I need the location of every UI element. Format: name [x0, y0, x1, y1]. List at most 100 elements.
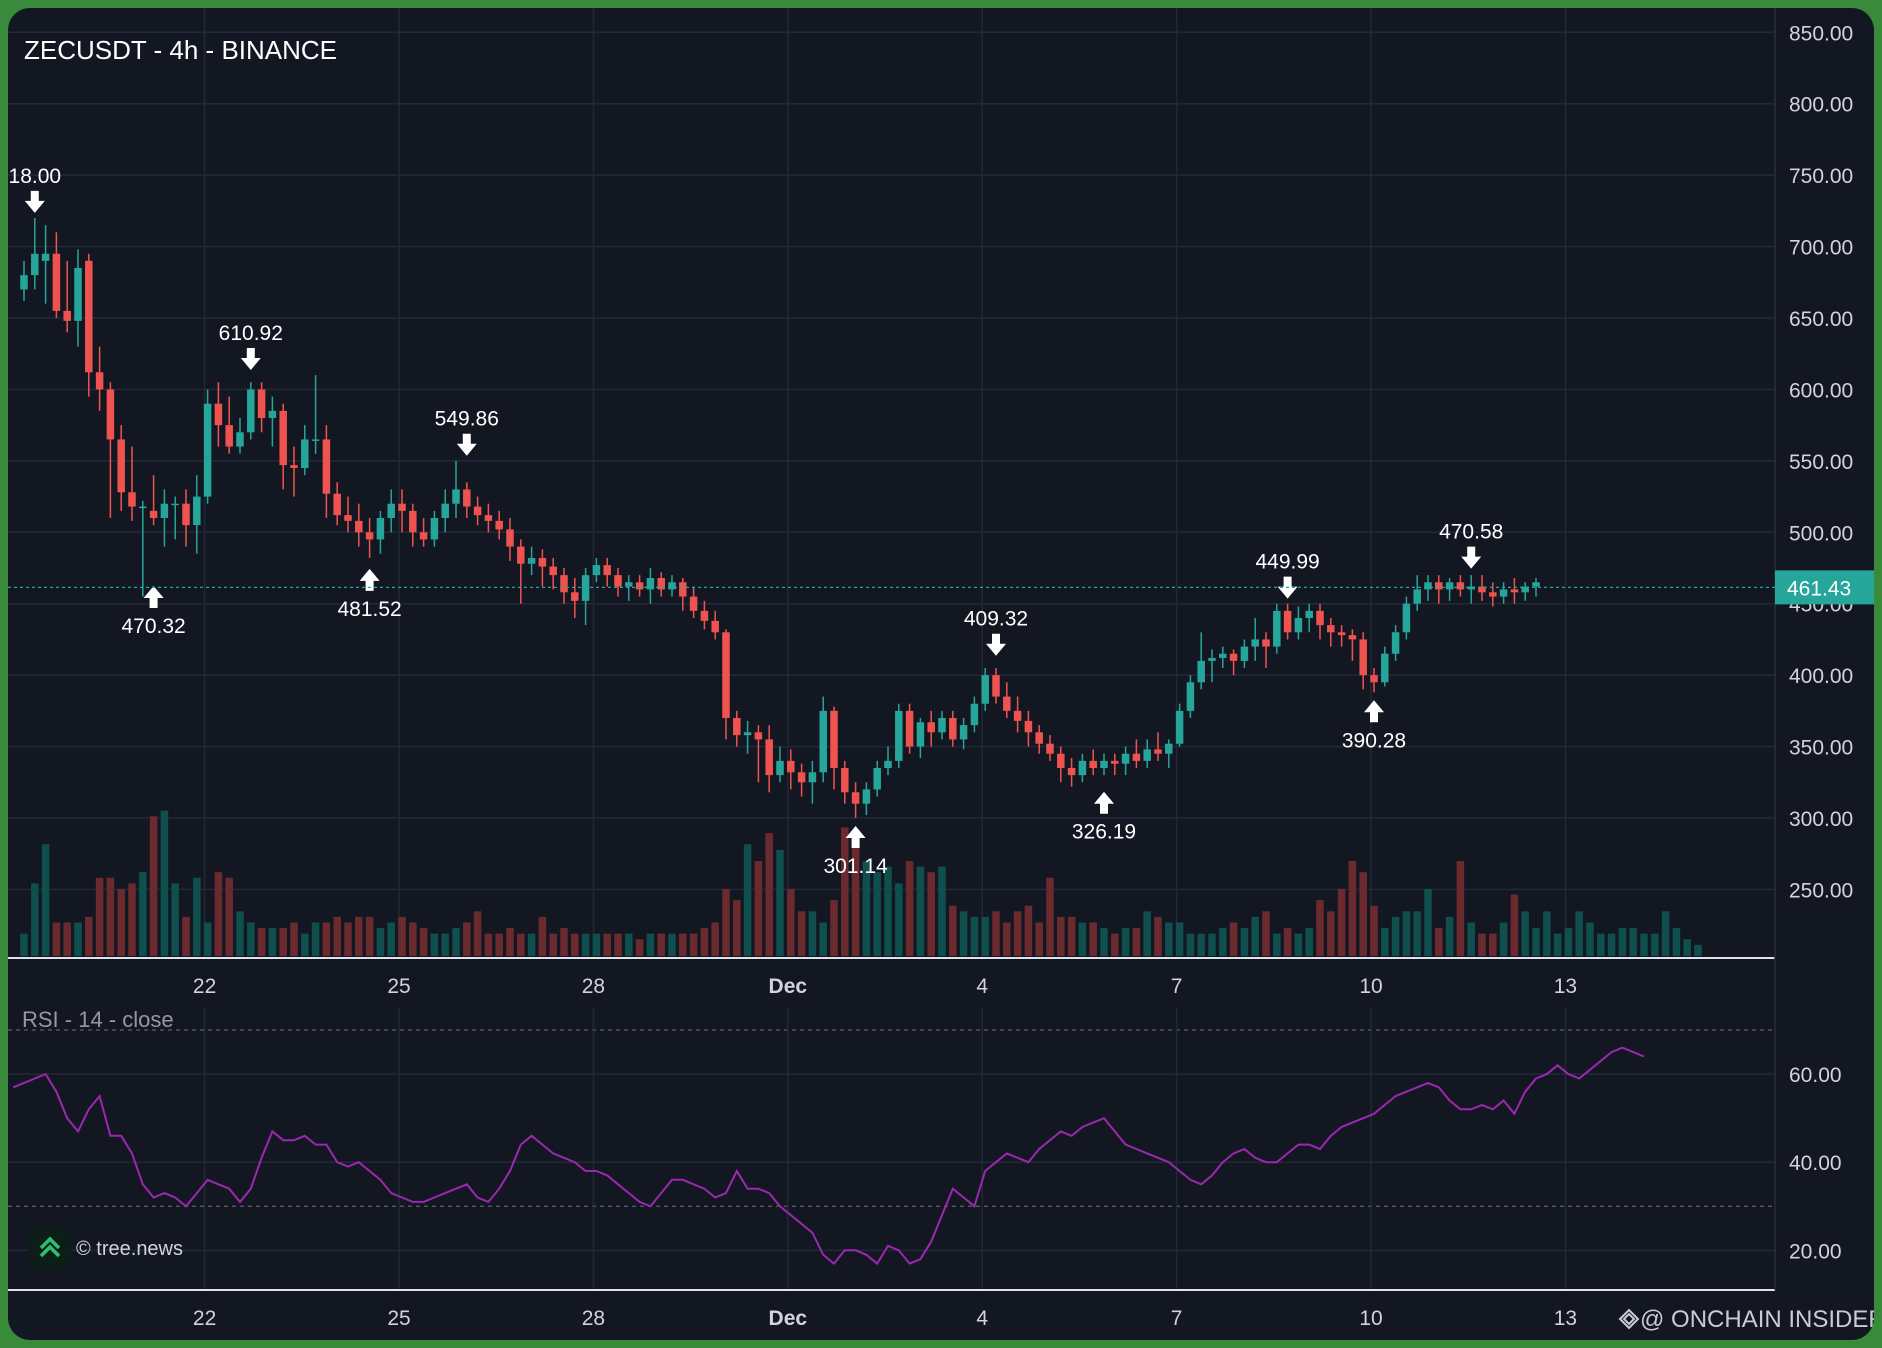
candle-body	[938, 718, 946, 733]
candle	[1251, 618, 1259, 661]
time-tick-label: 22	[193, 1307, 216, 1330]
grid-lines	[8, 8, 1775, 1290]
candle-body	[754, 732, 763, 740]
candle	[344, 496, 352, 533]
candle	[862, 782, 871, 816]
price-tick-label: 700.00	[1789, 237, 1853, 260]
candle-body	[711, 620, 719, 633]
candle	[376, 510, 385, 554]
candle-body	[225, 425, 233, 447]
time-tick-label: 10	[1359, 975, 1382, 998]
candle	[938, 710, 946, 740]
volume-bar	[20, 933, 28, 956]
candle-body	[20, 275, 28, 290]
time-tick-label: 25	[387, 975, 410, 998]
candle-body	[311, 439, 320, 441]
candle	[1013, 696, 1022, 733]
candle-body	[1251, 639, 1259, 647]
volume-bar	[1435, 928, 1443, 956]
candle-body	[1359, 639, 1367, 676]
candle-body	[365, 532, 374, 540]
candle-body	[733, 718, 741, 736]
volume-bar	[657, 933, 665, 956]
volume-bar	[506, 928, 514, 956]
volume-bar	[1100, 928, 1108, 956]
candle-body	[765, 739, 773, 776]
volume-bar	[1456, 861, 1465, 956]
candle-body	[830, 710, 838, 768]
candle-body	[884, 760, 892, 768]
candle-body	[441, 503, 449, 518]
volume-bar	[927, 872, 935, 956]
volume-bar	[225, 877, 233, 956]
candle-body	[430, 518, 439, 540]
volume-bar	[1111, 933, 1119, 956]
volume-bar	[733, 900, 741, 956]
volume-bar	[1478, 933, 1486, 956]
volume-bar	[635, 939, 644, 956]
candle-body	[1402, 603, 1411, 633]
candle	[1521, 582, 1529, 601]
swing-annotation: 390.28	[1342, 700, 1406, 752]
volume-bar	[160, 810, 169, 956]
candle-body	[160, 503, 169, 518]
candle	[1499, 582, 1508, 604]
volume-bar	[1489, 933, 1497, 956]
arrow-down-icon	[1461, 546, 1482, 569]
swing-low-label: 326.19	[1072, 821, 1136, 844]
time-tick-label: 4	[976, 975, 988, 998]
candle	[290, 446, 298, 497]
candle-body	[247, 389, 255, 433]
candle	[1132, 739, 1141, 768]
candle-body	[743, 732, 752, 736]
candle-body	[517, 546, 525, 564]
volume-bar	[1564, 928, 1573, 956]
candle-body	[646, 578, 655, 590]
candle	[538, 549, 547, 587]
volume-bar	[700, 928, 709, 956]
volume-bar	[949, 905, 957, 956]
volume-bar	[754, 861, 763, 956]
candle	[63, 260, 71, 333]
candle	[700, 600, 709, 630]
candle	[743, 720, 752, 754]
candle	[959, 718, 968, 750]
candle	[452, 460, 460, 518]
candle	[387, 489, 395, 533]
candle	[1467, 575, 1475, 604]
time-tick-label: 7	[1171, 975, 1183, 998]
candle	[560, 568, 568, 604]
tree-news-label: © tree.news	[76, 1238, 183, 1260]
arrow-down-icon	[24, 190, 45, 213]
volume-bar	[1661, 911, 1670, 956]
volume-bar	[1305, 928, 1313, 956]
volume-bar	[711, 922, 719, 956]
candle-body	[668, 582, 676, 590]
candle-body	[819, 710, 827, 773]
candle	[787, 749, 795, 790]
candle-body	[657, 578, 665, 590]
candle	[1046, 735, 1054, 761]
swing-annotations: 18.00 470.32 610.92 481.52 549.86 301.14 409.3…	[9, 165, 1504, 878]
candle	[484, 503, 493, 533]
price-tick-label: 750.00	[1789, 165, 1853, 188]
candle	[733, 710, 741, 747]
candle-body	[992, 675, 1000, 697]
candle-body	[1132, 753, 1141, 761]
candle	[1175, 703, 1184, 747]
candle-body	[1327, 625, 1335, 633]
volume-bar	[1057, 916, 1065, 956]
volume-bar	[1499, 922, 1508, 956]
volume-bar	[765, 833, 773, 956]
volume-bar	[1607, 933, 1616, 956]
candle	[419, 518, 428, 547]
candle	[1424, 575, 1432, 601]
candle-body	[322, 439, 331, 494]
price-tick-label: 650.00	[1789, 308, 1853, 331]
candle-body	[1089, 760, 1097, 768]
time-tick-label: Dec	[769, 1307, 808, 1330]
candle-body	[139, 506, 147, 509]
candle	[247, 382, 255, 440]
volume-bar	[517, 933, 525, 956]
swing-high-label: 18.00	[9, 165, 62, 188]
